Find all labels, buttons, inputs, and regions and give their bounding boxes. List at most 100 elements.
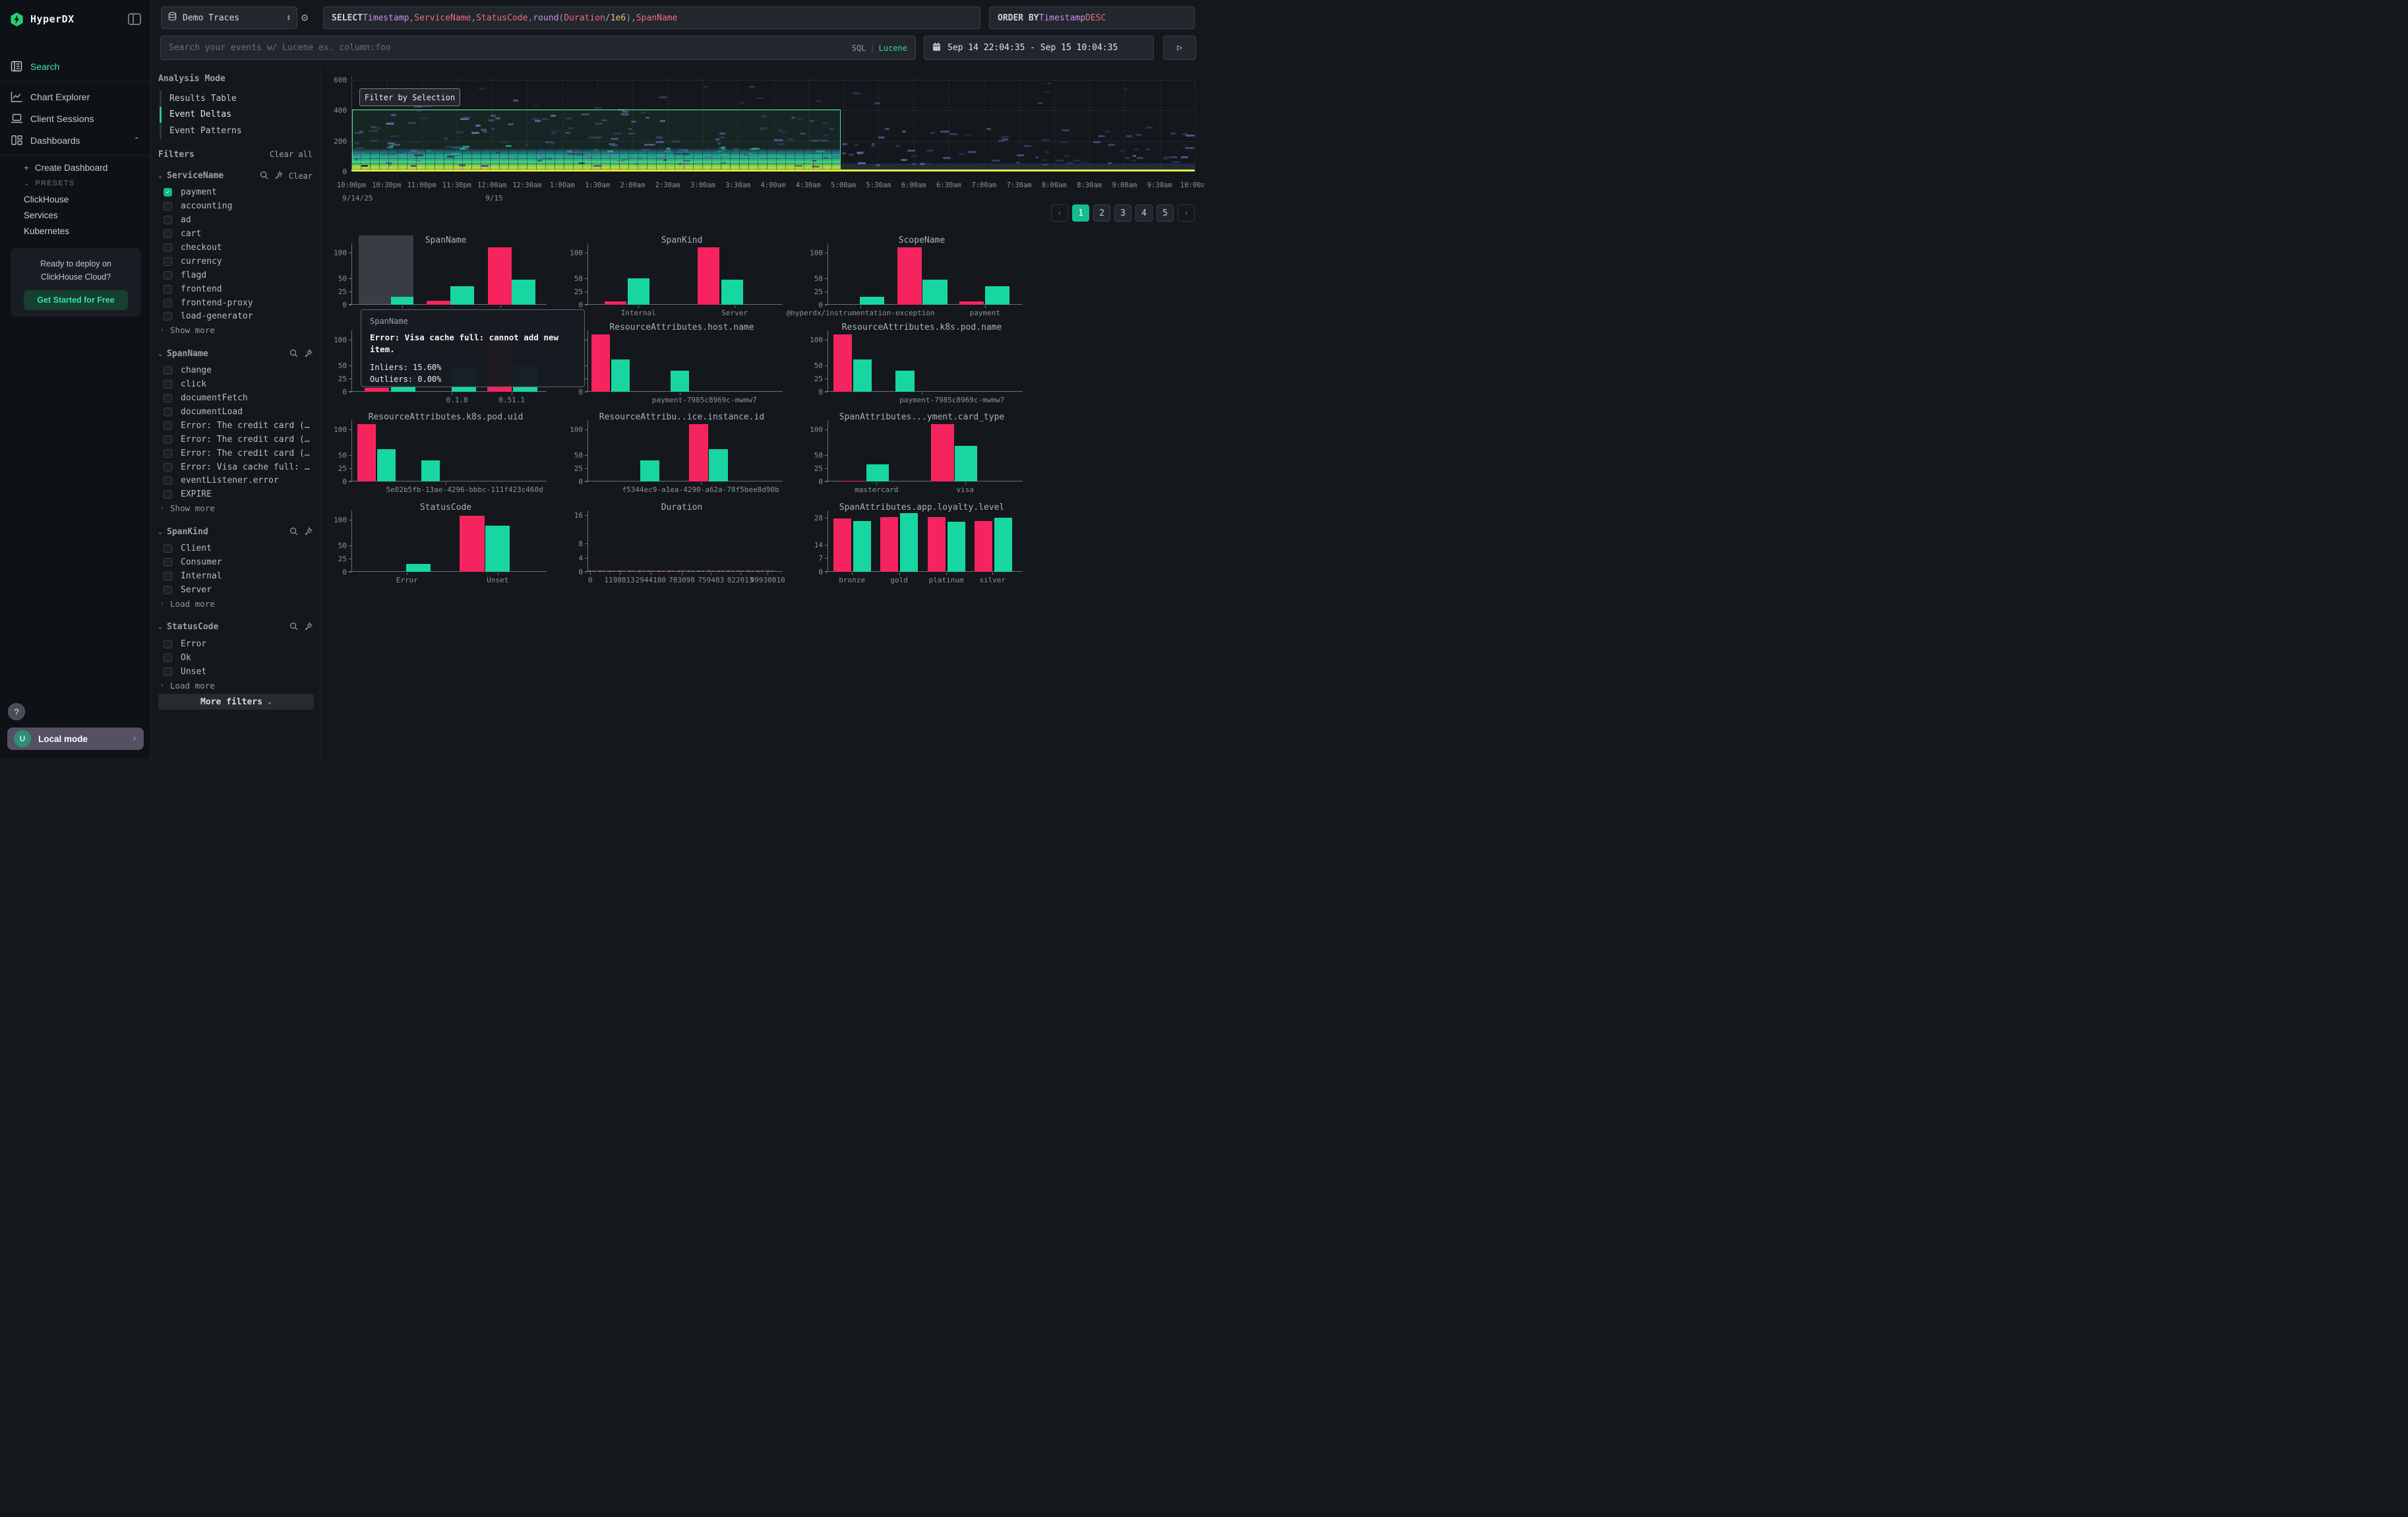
checkbox[interactable]	[164, 490, 172, 499]
search-input[interactable]: Search your events w/ Lucene ex. column:…	[160, 36, 916, 60]
pagination-page-2[interactable]: 2	[1093, 204, 1110, 222]
sidebar-preset-clickhouse[interactable]: ClickHouse	[0, 191, 150, 207]
mini-chart-resourceattributes-host-name[interactable]: 10050250payment-7985c8969c-mwmw7	[587, 332, 776, 392]
load-more-link[interactable]: ›Load more	[158, 679, 313, 693]
sidebar-item-chart-explorer[interactable]: Chart Explorer	[0, 86, 150, 108]
bar-outliers[interactable]	[880, 517, 898, 572]
sidebar-item-client-sessions[interactable]: Client Sessions	[0, 108, 150, 129]
checkbox[interactable]	[164, 299, 172, 307]
bar-inliers[interactable]	[391, 297, 413, 305]
checkbox[interactable]	[164, 463, 172, 472]
checkbox[interactable]	[164, 654, 172, 662]
checkbox[interactable]	[164, 667, 172, 676]
filter-item-internal[interactable]: Internal	[158, 569, 313, 583]
bar-inliers[interactable]	[377, 449, 396, 481]
bar-outliers[interactable]	[365, 388, 389, 392]
pagination-next-button[interactable]: ›	[1178, 204, 1195, 222]
checkbox[interactable]	[164, 271, 172, 280]
pagination-page-3[interactable]: 3	[1114, 204, 1131, 222]
mini-chart-resourceattributes-k8s-pod-uid[interactable]: 100502505e02b5fb-13ae-4296-bbbc-111f423c…	[351, 421, 540, 481]
filter-item-error-the-credit-card-[interactable]: Error: The credit card (…	[158, 419, 313, 433]
filter-item-click[interactable]: click	[158, 377, 313, 391]
show-more-link[interactable]: ›Show more	[158, 323, 313, 337]
checkbox[interactable]	[164, 572, 172, 580]
bar-inliers[interactable]	[671, 371, 690, 392]
search-icon[interactable]	[289, 348, 298, 360]
clear-filter-button[interactable]: Clear	[289, 171, 313, 181]
mini-chart-spanname[interactable]: 10050250blishPaymentService/Ch	[351, 245, 540, 305]
bar-inliers[interactable]	[628, 278, 649, 305]
checkbox[interactable]	[164, 380, 172, 388]
filter-item-consumer[interactable]: Consumer	[158, 555, 313, 569]
filter-item-accounting[interactable]: accounting	[158, 199, 313, 213]
more-filters-button[interactable]: More filters ⌄	[158, 694, 314, 710]
select-query-input[interactable]: SELECT Timestamp, ServiceName, StatusCod…	[323, 7, 980, 29]
bar-inliers[interactable]	[985, 286, 1009, 305]
bar-inliers[interactable]	[450, 286, 474, 305]
clear-all-button[interactable]: Clear all	[270, 150, 313, 159]
search-icon[interactable]	[260, 170, 268, 182]
checkbox[interactable]	[164, 243, 172, 252]
pagination-page-5[interactable]: 5	[1157, 204, 1174, 222]
filter-item-error[interactable]: Error	[158, 637, 313, 651]
sidebar-item-search[interactable]: Search	[0, 55, 150, 77]
bar-inliers[interactable]	[922, 280, 947, 305]
mini-chart-spankind[interactable]: 10050250InternalServer	[587, 245, 776, 305]
bar-outliers[interactable]	[931, 424, 953, 481]
filter-item-error-the-credit-card-[interactable]: Error: The credit card (…	[158, 447, 313, 460]
bar-outliers[interactable]	[959, 301, 984, 305]
mini-chart-resourceattribu-ice-instance-id[interactable]: 10050250f5344ec9-a1ea-4290-a62a-78f5bee8…	[587, 421, 776, 481]
filter-item-error-the-credit-card-[interactable]: Error: The credit card (…	[158, 433, 313, 447]
selection-rectangle[interactable]	[352, 109, 841, 162]
filter-item-documentload[interactable]: documentLoad	[158, 405, 313, 419]
local-mode-menu[interactable]: U Local mode ›	[7, 728, 144, 750]
mini-chart-resourceattributes-k8s-pod-name[interactable]: 10050250payment-7985c8969c-mwmw7	[828, 332, 1016, 392]
mini-chart-statuscode[interactable]: 10050250ErrorUnset	[351, 512, 540, 572]
checkbox[interactable]	[164, 586, 172, 594]
checkbox[interactable]	[164, 544, 172, 553]
filter-item-change[interactable]: change	[158, 363, 313, 377]
bar-outliers[interactable]	[897, 247, 922, 305]
sidebar-preset-kubernetes[interactable]: Kubernetes	[0, 223, 150, 239]
filter-group-header-spankind[interactable]: ⌄SpanKind	[158, 522, 313, 542]
sidebar-preset-services[interactable]: Services	[0, 207, 150, 223]
checkbox[interactable]	[164, 230, 172, 238]
get-started-button[interactable]: Get Started for Free	[24, 290, 128, 310]
bar-inliers[interactable]	[895, 371, 915, 392]
pin-icon[interactable]	[304, 526, 313, 538]
show-more-link[interactable]: ›Show more	[158, 501, 313, 515]
checkbox[interactable]	[164, 640, 172, 648]
load-more-link[interactable]: ›Load more	[158, 597, 313, 611]
filter-item-payment[interactable]: ✓payment	[158, 186, 313, 200]
search-icon[interactable]	[289, 526, 298, 538]
checkbox[interactable]	[164, 202, 172, 210]
checkbox-checked[interactable]: ✓	[164, 188, 172, 197]
bar-inliers[interactable]	[860, 297, 884, 305]
bar-outliers[interactable]	[591, 334, 611, 392]
bar-inliers[interactable]	[853, 521, 871, 572]
orderby-input[interactable]: ORDER BY Timestamp DESC	[989, 7, 1195, 29]
pin-icon[interactable]	[304, 621, 313, 633]
checkbox[interactable]	[164, 216, 172, 224]
checkbox[interactable]	[164, 476, 172, 485]
create-dashboard-button[interactable]: + Create Dashboard	[0, 160, 150, 175]
checkbox[interactable]	[164, 435, 172, 444]
bar-outliers[interactable]	[975, 521, 992, 572]
filter-item-server[interactable]: Server	[158, 583, 313, 597]
bar-inliers[interactable]	[709, 449, 728, 481]
bar-inliers[interactable]	[866, 464, 889, 481]
collapse-sidebar-icon[interactable]	[128, 13, 141, 25]
checkbox[interactable]	[164, 394, 172, 402]
bar-outliers[interactable]	[698, 247, 719, 305]
checkbox[interactable]	[164, 257, 172, 266]
filter-item-expire[interactable]: EXPIRE	[158, 487, 313, 501]
pagination-prev-button[interactable]: ‹	[1051, 204, 1068, 222]
mini-chart-spanattributes-app-loyalty-level[interactable]: 281470bronzegoldplatinumsilver	[828, 512, 1016, 572]
bar-inliers[interactable]	[611, 359, 630, 392]
filter-item-load-generator[interactable]: load-generator	[158, 310, 313, 324]
pin-icon[interactable]	[274, 170, 283, 182]
filter-item-flagd[interactable]: flagd	[158, 268, 313, 282]
bar-outliers[interactable]	[488, 247, 512, 305]
filter-item-documentfetch[interactable]: documentFetch	[158, 391, 313, 405]
bar-outliers[interactable]	[427, 301, 450, 305]
